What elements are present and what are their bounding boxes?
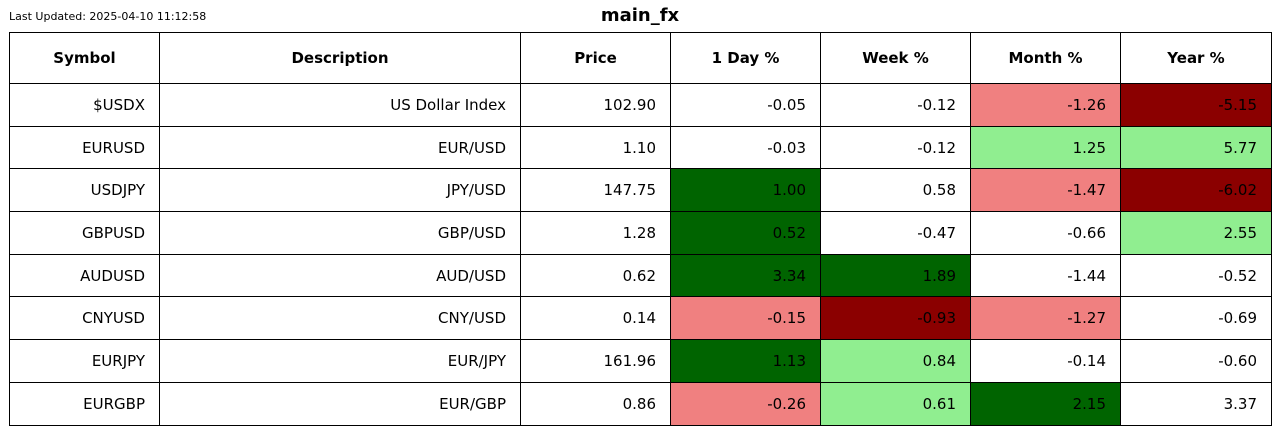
- year-cell: -0.60: [1120, 339, 1272, 383]
- table-row: GBPUSD GBP/USD 1.28 0.52 -0.47 -0.66 2.55: [9, 211, 1272, 255]
- price-cell: 102.90: [520, 83, 671, 127]
- week-cell: -0.12: [820, 125, 971, 170]
- table-row: EURUSD EUR/USD 1.10 -0.03 -0.12 1.25 5.77: [9, 125, 1272, 170]
- description-cell: AUD/USD: [159, 253, 521, 298]
- column-header-description: Description: [159, 32, 521, 84]
- year-cell: 3.37: [1120, 381, 1272, 426]
- header-row: Symbol Description Price 1 Day % Week % …: [9, 32, 1272, 84]
- 1-day-cell: -0.15: [670, 296, 821, 341]
- description-cell: JPY/USD: [159, 168, 521, 213]
- 1-day-cell: 0.52: [670, 211, 821, 255]
- price-cell: 0.86: [520, 381, 671, 426]
- table-row: USDJPY JPY/USD 147.75 1.00 0.58 -1.47 -6.02: [9, 168, 1272, 213]
- year-cell: 2.55: [1120, 211, 1272, 255]
- year-cell: -5.15: [1120, 83, 1272, 127]
- 1-day-cell: -0.03: [670, 125, 821, 170]
- 1-day-cell: -0.26: [670, 381, 821, 426]
- description-cell: US Dollar Index: [159, 83, 521, 127]
- week-cell: 0.58: [820, 168, 971, 213]
- month-cell: -1.26: [970, 83, 1121, 127]
- month-cell: -1.44: [970, 253, 1121, 298]
- 1-day-cell: 1.13: [670, 339, 821, 383]
- description-cell: EUR/JPY: [159, 339, 521, 383]
- price-cell: 147.75: [520, 168, 671, 213]
- week-cell: -0.12: [820, 83, 971, 127]
- symbol-cell: EURUSD: [9, 125, 160, 170]
- symbol-cell: AUDUSD: [9, 253, 160, 298]
- month-cell: -1.47: [970, 168, 1121, 213]
- column-header-symbol: Symbol: [9, 32, 160, 84]
- symbol-cell: $USDX: [9, 83, 160, 127]
- month-cell: 2.15: [970, 381, 1121, 426]
- description-cell: EUR/GBP: [159, 381, 521, 426]
- symbol-cell: EURGBP: [9, 381, 160, 426]
- 1-day-cell: 1.00: [670, 168, 821, 213]
- column-header-month: Month %: [970, 32, 1121, 84]
- month-cell: -0.66: [970, 211, 1121, 255]
- column-header-week: Week %: [820, 32, 971, 84]
- year-cell: 5.77: [1120, 125, 1272, 170]
- table-row: AUDUSD AUD/USD 0.62 3.34 1.89 -1.44 -0.52: [9, 253, 1272, 298]
- last-updated-label: Last Updated: 2025-04-10 11:12:58: [9, 10, 207, 23]
- 1-day-cell: 3.34: [670, 253, 821, 298]
- month-cell: 1.25: [970, 125, 1121, 170]
- week-cell: 0.84: [820, 339, 971, 383]
- table-title: main_fx: [600, 5, 680, 26]
- year-cell: -6.02: [1120, 168, 1272, 213]
- symbol-cell: GBPUSD: [9, 211, 160, 255]
- table-row: EURJPY EUR/JPY 161.96 1.13 0.84 -0.14 -0.60: [9, 339, 1272, 383]
- month-cell: -0.14: [970, 339, 1121, 383]
- week-cell: 1.89: [820, 253, 971, 298]
- table-row: EURGBP EUR/GBP 0.86 -0.26 0.61 2.15 3.37: [9, 381, 1272, 426]
- table-row: CNYUSD CNY/USD 0.14 -0.15 -0.93 -1.27 -0.69: [9, 296, 1272, 341]
- symbol-cell: CNYUSD: [9, 296, 160, 341]
- week-cell: -0.47: [820, 211, 971, 255]
- week-cell: 0.61: [820, 381, 971, 426]
- column-header-price: Price: [520, 32, 671, 84]
- year-cell: -0.52: [1120, 253, 1272, 298]
- description-cell: GBP/USD: [159, 211, 521, 255]
- price-cell: 0.14: [520, 296, 671, 341]
- symbol-cell: USDJPY: [9, 168, 160, 213]
- table-body: $USDX US Dollar Index 102.90 -0.05 -0.12 -1.2…: [9, 83, 1272, 426]
- 1-day-cell: -0.05: [670, 83, 821, 127]
- description-cell: EUR/USD: [159, 125, 521, 170]
- price-cell: 1.28: [520, 211, 671, 255]
- column-header-year: Year %: [1120, 32, 1272, 84]
- price-cell: 161.96: [520, 339, 671, 383]
- year-cell: -0.69: [1120, 296, 1272, 341]
- table-row: $USDX US Dollar Index 102.90 -0.05 -0.12 -1.2…: [9, 83, 1272, 127]
- week-cell: -0.93: [820, 296, 971, 341]
- fx-table: Symbol Description Price 1 Day % Week % …: [9, 32, 1272, 426]
- month-cell: -1.27: [970, 296, 1121, 341]
- price-cell: 0.62: [520, 253, 671, 298]
- column-header-1-day: 1 Day %: [670, 32, 821, 84]
- price-cell: 1.10: [520, 125, 671, 170]
- description-cell: CNY/USD: [159, 296, 521, 341]
- symbol-cell: EURJPY: [9, 339, 160, 383]
